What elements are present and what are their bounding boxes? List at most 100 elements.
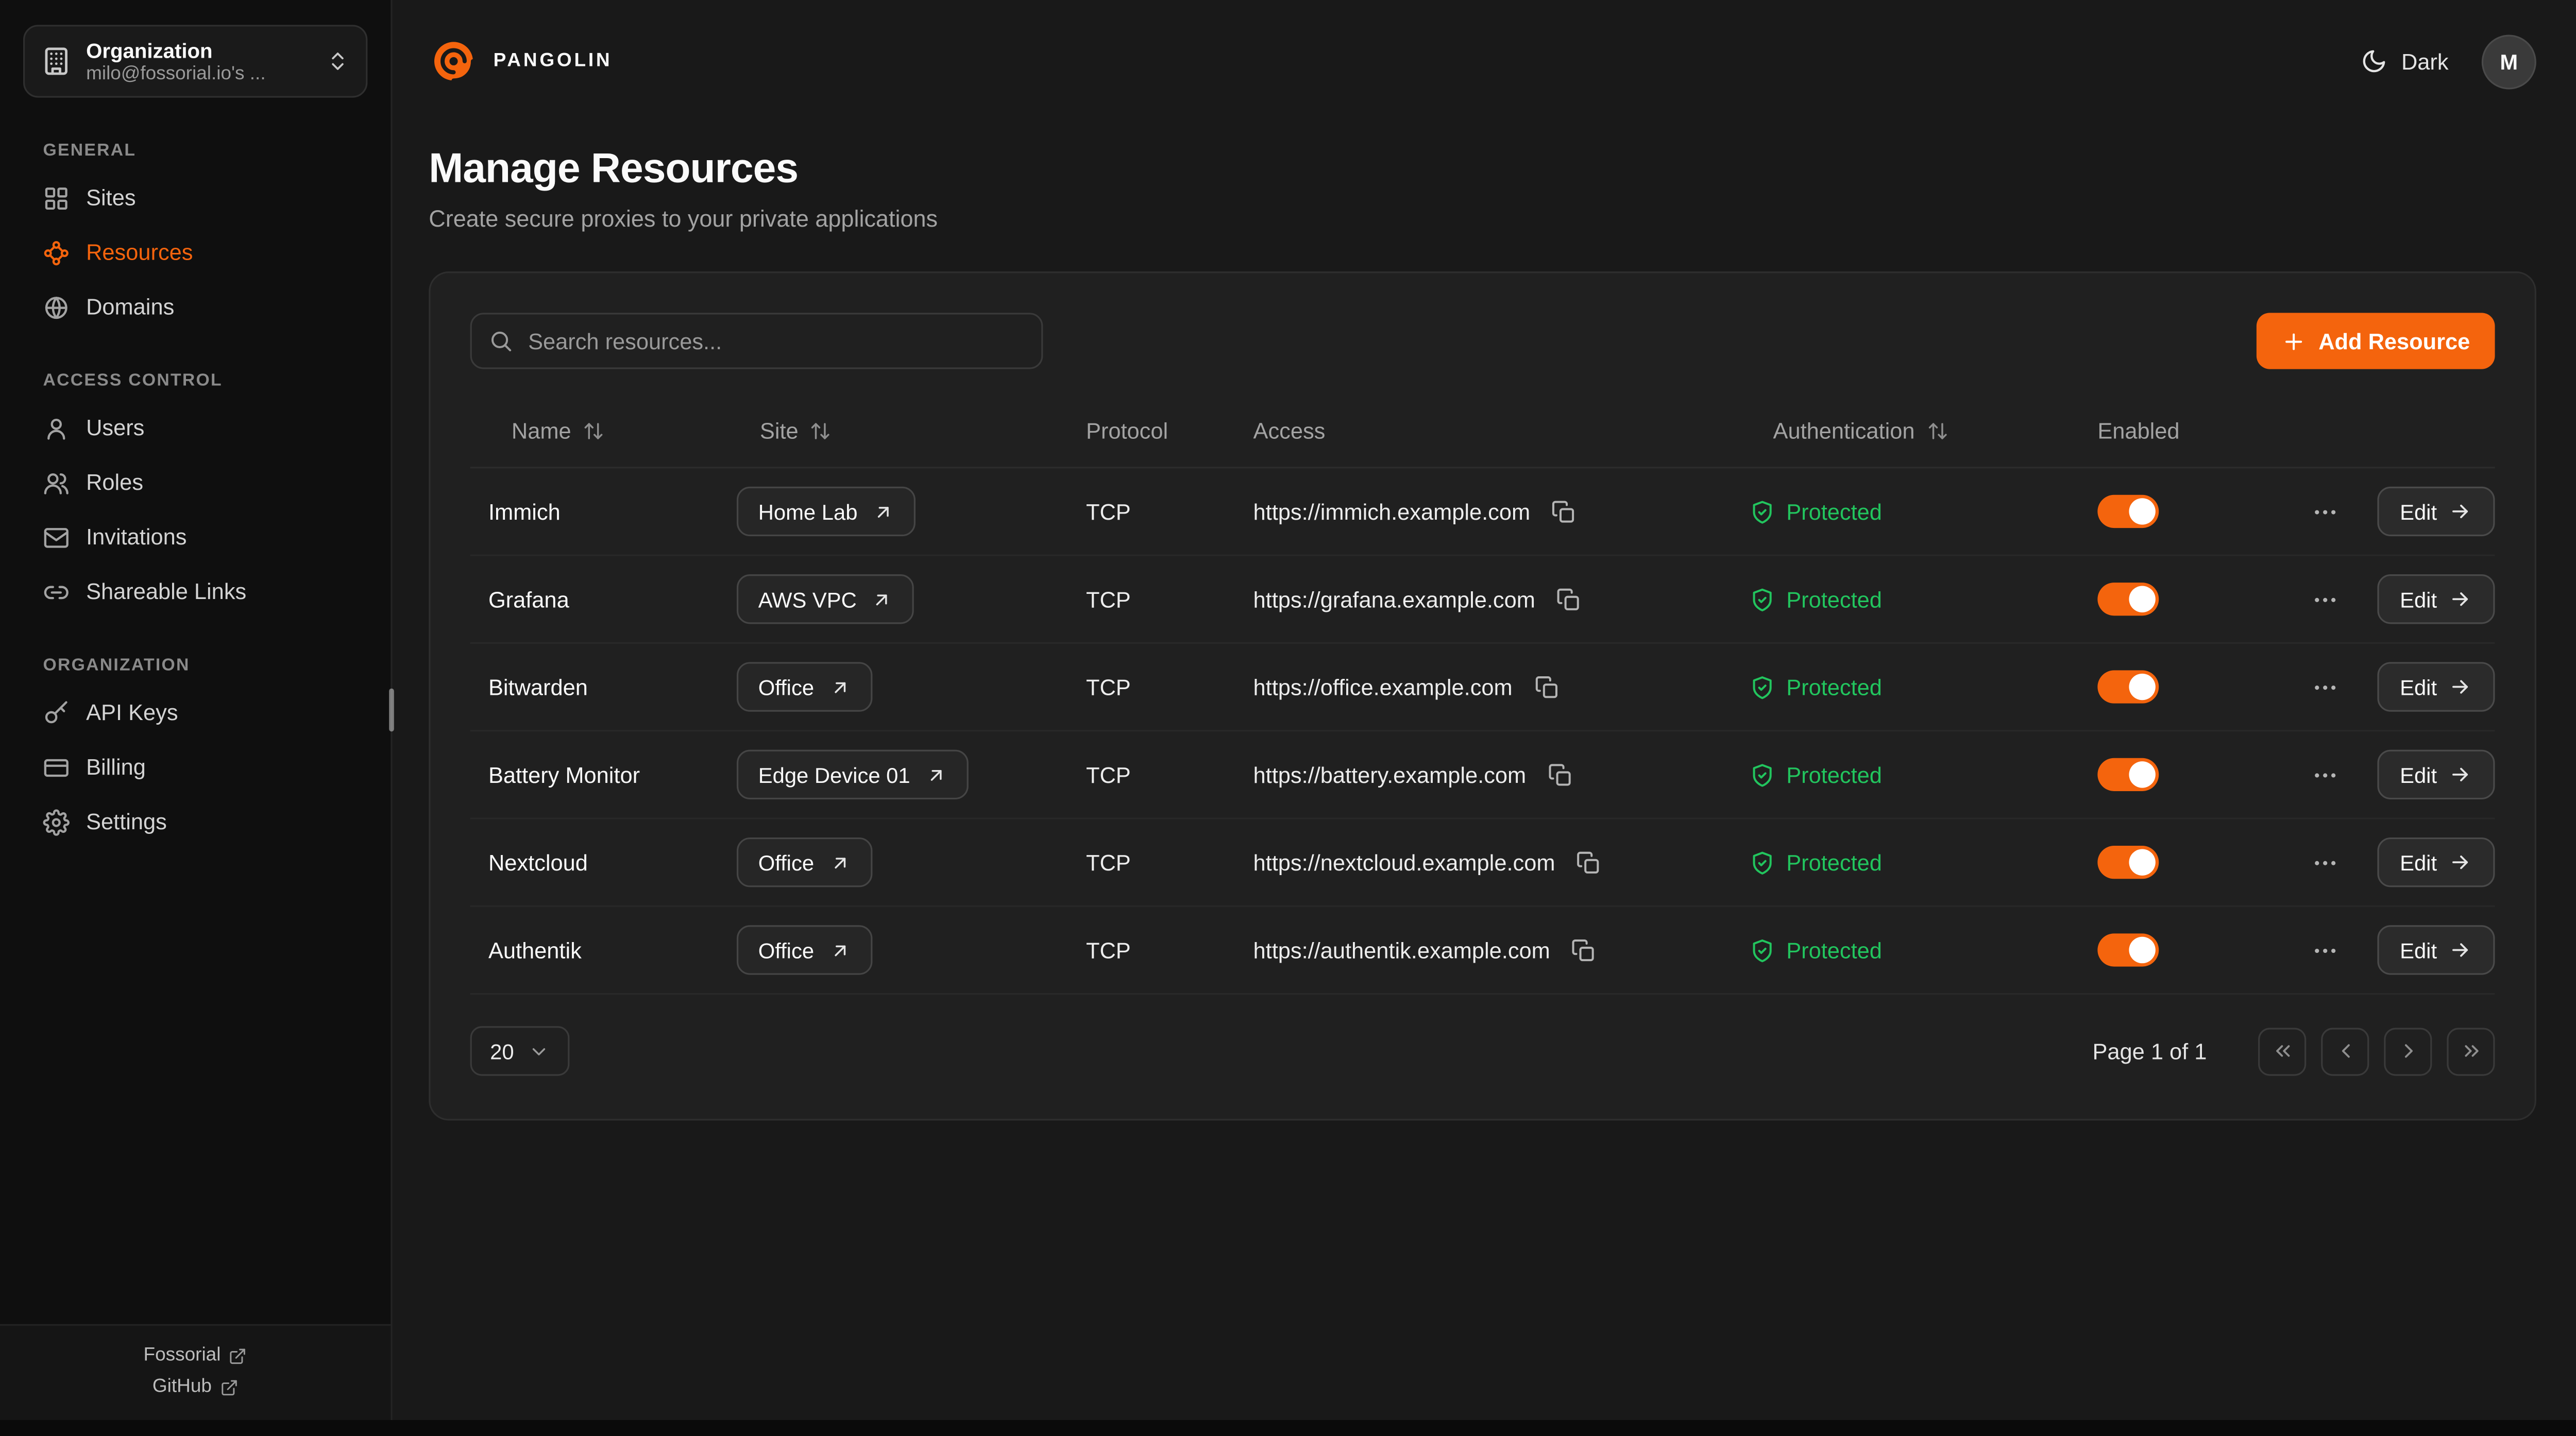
enabled-toggle[interactable] xyxy=(2097,583,2159,616)
copy-url-button[interactable] xyxy=(1541,756,1579,794)
footer-link-label: GitHub xyxy=(152,1377,212,1397)
column-header-authentication[interactable]: Authentication xyxy=(1750,419,2098,443)
sidebar-item-invitations[interactable]: Invitations xyxy=(23,510,367,565)
column-header-site[interactable]: Site xyxy=(737,419,1086,443)
avatar[interactable]: M xyxy=(2481,33,2536,89)
row-menu-button[interactable] xyxy=(2304,578,2345,620)
topbar-right: Dark M xyxy=(2362,33,2536,89)
enabled-toggle[interactable] xyxy=(2097,758,2159,791)
sidebar-section: ACCESS CONTROL Users Roles Invitations Share… xyxy=(23,357,367,619)
site-link-button[interactable]: Office xyxy=(736,662,872,712)
row-menu-button[interactable] xyxy=(2304,842,2345,883)
site-link-button[interactable]: AWS VPC xyxy=(736,574,915,624)
row-menu-button[interactable] xyxy=(2304,666,2345,707)
footer-link-fossorial[interactable]: Fossorial xyxy=(144,1345,247,1365)
arrow-right-icon xyxy=(2449,675,2472,698)
table-header: Name Site Protocol Access Authentication Enab… xyxy=(470,396,2495,469)
copy-url-button[interactable] xyxy=(1565,931,1603,969)
sidebar-item-users[interactable]: Users xyxy=(23,401,367,455)
resource-name: Immich xyxy=(488,499,561,524)
enabled-toggle[interactable] xyxy=(2097,670,2159,704)
add-resource-button[interactable]: Add Resource xyxy=(2257,313,2495,369)
auth-status-badge: Protected xyxy=(1750,762,2098,787)
access-url: https://grafana.example.com xyxy=(1253,587,1535,612)
protocol-value: TCP xyxy=(1086,674,1131,699)
arrow-right-icon xyxy=(2449,851,2472,874)
first-page-button[interactable] xyxy=(2258,1027,2307,1075)
auth-status-badge: Protected xyxy=(1750,587,2098,611)
arrow-right-icon xyxy=(2449,588,2472,611)
column-label: Protocol xyxy=(1086,418,1168,444)
arrow-right-icon xyxy=(2449,938,2472,962)
site-link-button[interactable]: Office xyxy=(736,837,872,887)
site-link-button[interactable]: Home Lab xyxy=(736,486,916,537)
enabled-toggle[interactable] xyxy=(2097,933,2159,967)
auth-status-label: Protected xyxy=(1786,587,1882,612)
auth-status-badge: Protected xyxy=(1750,499,2098,524)
sidebar-item-sites[interactable]: Sites xyxy=(23,170,367,225)
shield-check-icon xyxy=(1750,850,1775,875)
brand: PANGOLIN xyxy=(429,37,612,86)
column-label: Enabled xyxy=(2097,418,2180,444)
edit-button[interactable]: Edit xyxy=(2377,749,2495,800)
page-size-select[interactable]: 20 xyxy=(470,1026,570,1076)
arrow-up-right-icon xyxy=(925,764,947,785)
sidebar-item-roles[interactable]: Roles xyxy=(23,455,367,510)
auth-status-label: Protected xyxy=(1786,674,1882,699)
last-page-button[interactable] xyxy=(2447,1027,2495,1075)
page-size-value: 20 xyxy=(490,1038,514,1064)
credit-card-icon xyxy=(43,754,70,780)
search-box xyxy=(470,313,1043,369)
copy-url-button[interactable] xyxy=(1528,668,1566,706)
row-menu-button[interactable] xyxy=(2304,491,2345,532)
arrow-up-right-icon xyxy=(872,501,894,522)
sidebar-item-billing[interactable]: Billing xyxy=(23,740,367,794)
site-link-button[interactable]: Edge Device 01 xyxy=(736,749,969,800)
copy-url-button[interactable] xyxy=(1570,843,1608,881)
edit-button[interactable]: Edit xyxy=(2377,662,2495,712)
sidebar-item-shareable-links[interactable]: Shareable Links xyxy=(23,565,367,619)
column-header-name[interactable]: Name xyxy=(488,419,737,443)
enabled-toggle[interactable] xyxy=(2097,846,2159,879)
column-label: Name xyxy=(511,418,571,444)
row-menu-button[interactable] xyxy=(2304,754,2345,795)
site-link-button[interactable]: Office xyxy=(736,925,872,975)
sidebar-resize-handle[interactable] xyxy=(389,688,394,732)
footer-link-label: Fossorial xyxy=(143,1345,221,1366)
prev-page-button[interactable] xyxy=(2321,1027,2369,1075)
enabled-toggle[interactable] xyxy=(2097,494,2159,528)
copy-url-button[interactable] xyxy=(1545,492,1583,531)
copy-url-button[interactable] xyxy=(1550,580,1588,618)
sidebar-item-settings[interactable]: Settings xyxy=(23,794,367,849)
link-icon xyxy=(43,578,70,605)
arrow-up-right-icon xyxy=(829,676,851,698)
ellipsis-icon xyxy=(2311,936,2339,964)
sidebar-item-domains[interactable]: Domains xyxy=(23,280,367,334)
copy-icon xyxy=(1534,674,1558,699)
edit-label: Edit xyxy=(2400,674,2437,699)
edit-button[interactable]: Edit xyxy=(2377,837,2495,887)
ellipsis-icon xyxy=(2311,848,2339,877)
globe-icon xyxy=(43,294,70,320)
next-page-button[interactable] xyxy=(2384,1027,2432,1075)
shield-check-icon xyxy=(1750,674,1775,699)
add-resource-label: Add Resource xyxy=(2318,328,2470,354)
edit-button[interactable]: Edit xyxy=(2377,925,2495,975)
search-icon xyxy=(488,329,513,353)
footer-link-github[interactable]: GitHub xyxy=(152,1377,238,1397)
gear-icon xyxy=(43,808,70,835)
edit-button[interactable]: Edit xyxy=(2377,486,2495,537)
site-label: Edge Device 01 xyxy=(758,762,910,787)
theme-toggle-button[interactable]: Dark xyxy=(2362,48,2449,74)
external-link-icon xyxy=(220,1378,238,1396)
auth-status-label: Protected xyxy=(1786,499,1882,524)
sidebar-item-resources[interactable]: Resources xyxy=(23,225,367,280)
row-menu-button[interactable] xyxy=(2304,929,2345,970)
table-row: Battery Monitor Edge Device 01 TCP https… xyxy=(470,731,2495,819)
sidebar-item-api-keys[interactable]: API Keys xyxy=(23,685,367,740)
edit-button[interactable]: Edit xyxy=(2377,574,2495,624)
sidebar-section: GENERAL Sites Resources Domains xyxy=(23,127,367,334)
search-input[interactable] xyxy=(470,313,1043,369)
org-selector[interactable]: Organization milo@fossorial.io's ... xyxy=(23,25,368,98)
